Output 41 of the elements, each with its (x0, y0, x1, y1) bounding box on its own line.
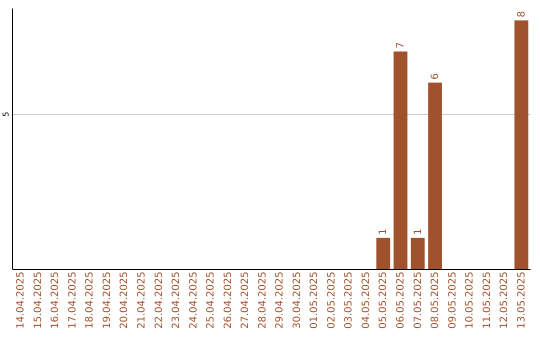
x-tick-label: 09.05.2025 (447, 272, 458, 329)
x-tick-label: 22.04.2025 (154, 272, 165, 329)
bar (394, 52, 408, 269)
x-tick-label: 18.04.2025 (84, 272, 96, 329)
x-tick-label: 07.05.2025 (412, 272, 424, 329)
x-tick-label: 17.04.2025 (67, 272, 78, 329)
x-tick-label: 03.05.2025 (344, 272, 355, 329)
x-tick-label: 25.04.2025 (206, 272, 217, 329)
x-tick-label: 27.04.2025 (240, 272, 252, 329)
x-tick-label: 28.04.2025 (257, 272, 268, 329)
x-tick-label: 06.05.2025 (396, 272, 406, 329)
x-tick-label: 13.05.2025 (516, 272, 528, 329)
bar (428, 82, 442, 269)
data-label: 6 (430, 73, 442, 80)
x-tick-label: 24.04.2025 (188, 272, 200, 329)
data-label: 7 (396, 42, 406, 48)
bar (514, 20, 528, 269)
x-tick-label: 12.05.2025 (499, 272, 510, 329)
x-tick-label: 30.04.2025 (292, 272, 303, 329)
x-tick-label: 11.05.2025 (482, 272, 493, 329)
x-tick-label: 16.04.2025 (50, 272, 62, 329)
x-tick-label: 05.05.2025 (378, 272, 390, 329)
data-label: 1 (412, 228, 424, 235)
x-tick-label: 19.04.2025 (102, 272, 113, 329)
x-tick-label: 08.05.2025 (430, 272, 442, 329)
bar (410, 238, 425, 269)
x-tick-label: 15.04.2025 (32, 272, 44, 329)
x-tick-label: 04.05.2025 (360, 272, 372, 329)
x-tick-label: 29.04.2025 (274, 272, 286, 329)
bar (376, 238, 390, 269)
data-label: 8 (516, 11, 528, 18)
x-tick-label: 26.04.2025 (222, 272, 234, 329)
x-tick-label: 10.05.2025 (464, 272, 476, 329)
x-tick-label: 23.04.2025 (171, 272, 182, 329)
x-tick-label: 02.05.2025 (326, 272, 338, 329)
data-label: 1 (378, 228, 390, 235)
x-tick-label: 01.05.2025 (309, 272, 320, 329)
x-tick-label: 21.04.2025 (136, 272, 148, 329)
x-tick-label: 14.04.2025 (16, 272, 27, 329)
x-tick-label: 20.04.2025 (119, 272, 130, 329)
y-tick-label: 5 (2, 112, 10, 117)
